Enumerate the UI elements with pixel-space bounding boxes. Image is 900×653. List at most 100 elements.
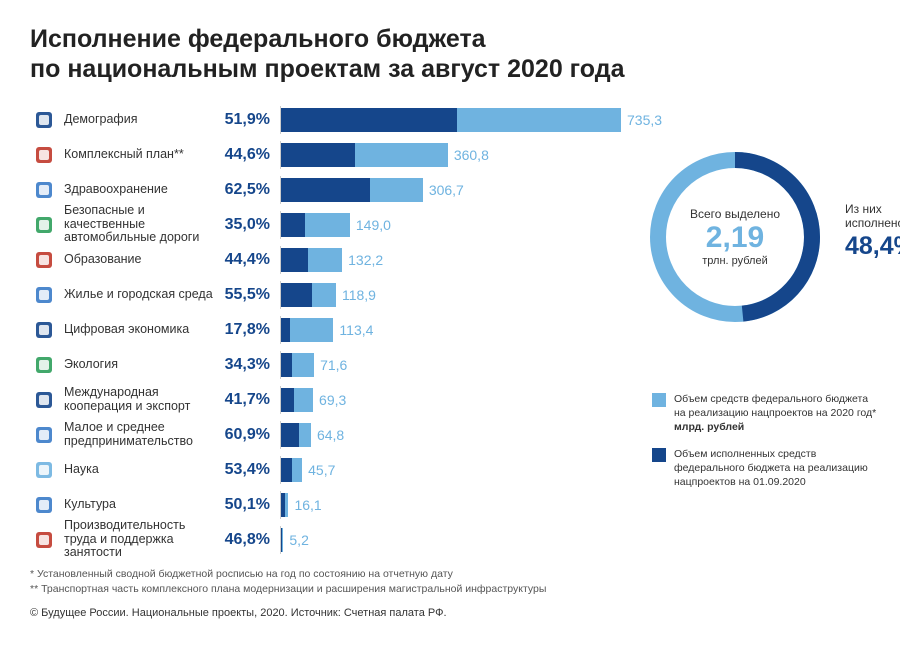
row-icon — [30, 281, 58, 309]
row-icon — [30, 421, 58, 449]
donut-percent: 48,4% — [845, 232, 900, 261]
row-label: Безопасные и качественные автомобильные … — [58, 204, 218, 245]
row-label: Наука — [58, 463, 218, 477]
row-value: 5,2 — [283, 526, 308, 554]
bar-executed — [281, 493, 285, 517]
row-value: 360,8 — [448, 141, 489, 169]
chart-row: Образование44,4%132,2 — [30, 242, 630, 277]
row-icon — [30, 141, 58, 169]
row-percent: 34,3% — [218, 356, 280, 374]
row-bar-area: 5,2 — [280, 526, 630, 554]
row-icon — [30, 386, 58, 414]
row-bar-area: 118,9 — [280, 281, 630, 309]
row-label: Малое и среднее предпринимательство — [58, 421, 218, 449]
row-icon — [30, 491, 58, 519]
chart-row: Демография51,9%735,3 — [30, 102, 630, 137]
chart-row: Малое и среднее предпринимательство60,9%… — [30, 417, 630, 452]
chart-row: Здравоохранение62,5% 306,7 — [30, 172, 630, 207]
bar-executed — [281, 178, 370, 202]
row-icon — [30, 176, 58, 204]
legend-item-total: Объем средств федерального бюджета на ре… — [652, 392, 882, 435]
legend-swatch-total — [652, 393, 666, 407]
row-percent: 62,5% — [218, 181, 280, 199]
row-value: 306,7 — [423, 176, 464, 204]
row-bar-area: 132,2 — [280, 246, 630, 274]
row-icon — [30, 246, 58, 274]
row-percent: 51,9% — [218, 111, 280, 129]
chart-row: Цифровая экономика17,8%113,4 — [30, 312, 630, 347]
bar-executed — [281, 108, 457, 132]
row-value: 64,8 — [311, 421, 344, 449]
legend-text-total: Объем средств федерального бюджета на ре… — [674, 392, 882, 435]
row-label: Демография — [58, 113, 218, 127]
row-label: Культура — [58, 498, 218, 512]
title-line-1: Исполнение федерального бюджета — [30, 25, 486, 53]
row-icon — [30, 526, 58, 554]
footnote-2: ** Транспортная часть комплексного плана… — [30, 582, 870, 597]
donut-center: Всего выделено 2,19 трлн. рублей — [650, 152, 820, 322]
row-label: Комплексный план** — [58, 148, 218, 162]
row-bar-area: 113,4 — [280, 316, 630, 344]
row-bar-area: 45,7 — [280, 456, 630, 484]
row-bar-area: 306,7 — [280, 176, 630, 204]
row-value: 16,1 — [288, 491, 321, 519]
row-label: Здравоохранение — [58, 183, 218, 197]
row-bar-area: 64,8 — [280, 421, 630, 449]
bar-executed — [281, 318, 290, 342]
row-percent: 60,9% — [218, 426, 280, 444]
chart-row: Экология34,3% 71,6 — [30, 347, 630, 382]
title-line-2: по национальным проектам за август 2020 … — [30, 55, 624, 83]
row-percent: 50,1% — [218, 496, 280, 514]
donut-chart: Всего выделено 2,19 трлн. рублей Из них … — [650, 152, 820, 322]
bar-executed — [281, 143, 355, 167]
legend-item-exec: Объем исполненных средств федерального б… — [652, 447, 882, 490]
row-bar-area: 69,3 — [280, 386, 630, 414]
chart-row: Культура50,1% 16,1 — [30, 487, 630, 522]
copyright: © Будущее России. Национальные проекты, … — [30, 607, 870, 619]
chart-row: Производительность труда и поддержка зан… — [30, 522, 630, 557]
row-icon — [30, 316, 58, 344]
donut-label-bottom: трлн. рублей — [702, 255, 768, 267]
row-value: 71,6 — [314, 351, 347, 379]
row-percent: 46,8% — [218, 531, 280, 549]
bar-executed — [281, 283, 312, 307]
row-value: 132,2 — [342, 246, 383, 274]
row-label: Производительность труда и поддержка зан… — [58, 519, 218, 560]
bar-executed — [281, 248, 308, 272]
row-icon — [30, 351, 58, 379]
bar-executed — [281, 213, 305, 237]
row-bar-area: 735,3 — [280, 106, 630, 134]
legend-text-exec: Объем исполненных средств федерального б… — [674, 447, 882, 490]
side-panel: Всего выделено 2,19 трлн. рублей Из них … — [630, 102, 870, 557]
row-percent: 35,0% — [218, 216, 280, 234]
row-value: 45,7 — [302, 456, 335, 484]
bar-executed — [281, 388, 294, 412]
row-bar-area: 149,0 — [280, 211, 630, 239]
bar-executed — [281, 528, 282, 552]
row-bar-area: 360,8 — [280, 141, 630, 169]
row-value: 149,0 — [350, 211, 391, 239]
row-value: 69,3 — [313, 386, 346, 414]
chart-row: Комплексный план**44,6%360,8 — [30, 137, 630, 172]
donut-right-label: Из них исполнено 48,4% — [845, 202, 900, 261]
row-icon — [30, 211, 58, 239]
bar-executed — [281, 353, 292, 377]
chart-row: Безопасные и качественные автомобильные … — [30, 207, 630, 242]
bar-executed — [281, 458, 292, 482]
footnote-1: * Установленный сводной бюджетной роспис… — [30, 567, 870, 582]
row-icon — [30, 106, 58, 134]
donut-label-top: Всего выделено — [690, 207, 780, 221]
row-label: Жилье и городская среда — [58, 288, 218, 302]
row-label: Экология — [58, 358, 218, 372]
row-label: Цифровая экономика — [58, 323, 218, 337]
row-percent: 41,7% — [218, 391, 280, 409]
chart-row: Жилье и городская среда55,5%118,9 — [30, 277, 630, 312]
row-percent: 55,5% — [218, 286, 280, 304]
row-percent: 44,4% — [218, 251, 280, 269]
bar-chart: Демография51,9%735,3Комплексный план**44… — [30, 102, 630, 557]
row-bar-area: 71,6 — [280, 351, 630, 379]
legend-swatch-exec — [652, 448, 666, 462]
row-percent: 17,8% — [218, 321, 280, 339]
row-bar-area: 16,1 — [280, 491, 630, 519]
donut-right-text: Из них исполнено — [845, 202, 900, 230]
